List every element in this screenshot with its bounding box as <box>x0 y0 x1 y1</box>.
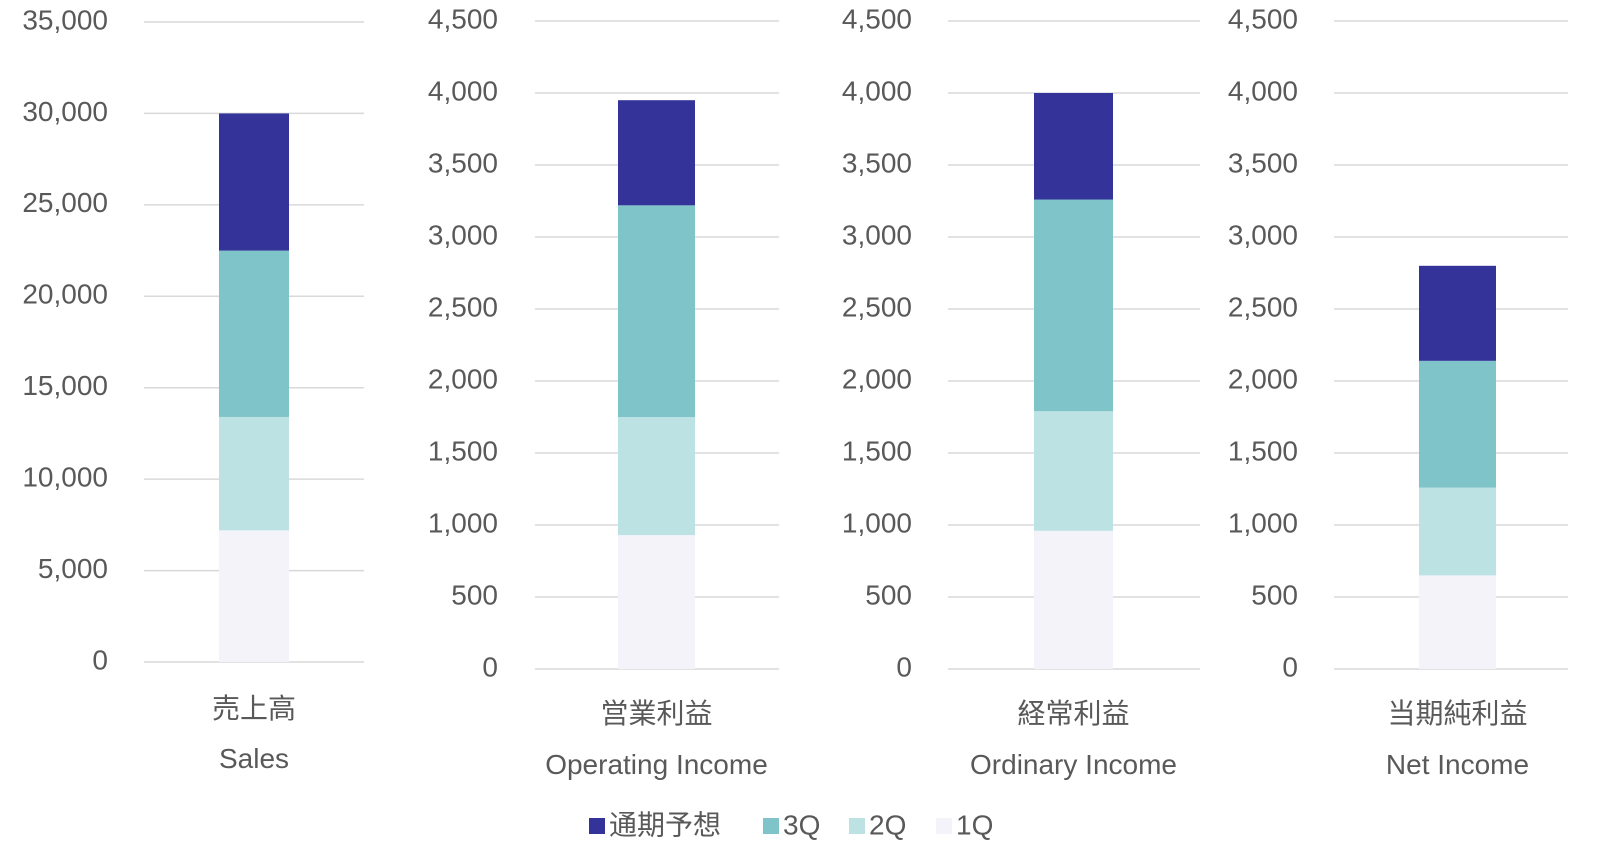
bar-segment <box>1419 575 1496 669</box>
y-tick-label: 0 <box>92 644 108 675</box>
y-tick-label: 3,500 <box>842 147 912 178</box>
y-tick-label: 500 <box>865 579 912 610</box>
bar-segment <box>1419 360 1496 488</box>
y-tick-label: 2,000 <box>428 363 498 394</box>
category-label: 営業利益 Operating Income <box>545 698 768 780</box>
y-tick-label: 4,000 <box>842 75 912 106</box>
category-label: 当期純利益 Net Income <box>1386 698 1529 780</box>
bar-segment <box>1419 487 1496 576</box>
y-tick-label: 1,500 <box>842 435 912 466</box>
y-tick-label: 15,000 <box>22 370 108 401</box>
y-tick-label: 10,000 <box>22 462 108 493</box>
y-tick-label: 4,000 <box>428 75 498 106</box>
y-tick-label: 20,000 <box>22 279 108 310</box>
legend-swatch <box>763 818 779 834</box>
bar-segment <box>219 530 289 662</box>
bar-segment <box>1034 93 1113 200</box>
y-tick-label: 0 <box>1282 651 1298 682</box>
bar-segment <box>618 100 695 206</box>
legend-label: 2Q <box>869 809 906 840</box>
y-tick-label: 30,000 <box>22 96 108 127</box>
y-tick-label: 4,500 <box>842 3 912 34</box>
y-tick-label: 2,000 <box>1228 363 1298 394</box>
y-tick-label: 4,500 <box>428 3 498 34</box>
bar-segment <box>219 250 289 417</box>
y-tick-label: 35,000 <box>22 4 108 35</box>
y-tick-label: 2,500 <box>428 291 498 322</box>
legend-swatch <box>849 818 865 834</box>
y-tick-label: 0 <box>896 651 912 682</box>
legend-swatch <box>589 818 605 834</box>
y-tick-label: 1,500 <box>1228 435 1298 466</box>
bar-segment <box>1034 530 1113 669</box>
y-tick-label: 2,000 <box>842 363 912 394</box>
y-tick-label: 2,500 <box>1228 291 1298 322</box>
bar-segment <box>618 417 695 536</box>
bar-segment <box>219 113 289 251</box>
category-label: 売上高 Sales <box>212 693 296 774</box>
y-tick-label: 3,500 <box>428 147 498 178</box>
legend-label: 1Q <box>956 809 993 840</box>
bar-segment <box>1034 199 1113 412</box>
bar-segment <box>1419 265 1496 361</box>
y-tick-label: 3,500 <box>1228 147 1298 178</box>
y-tick-label: 4,500 <box>1228 3 1298 34</box>
y-tick-label: 3,000 <box>842 219 912 250</box>
legend-label: 3Q <box>783 809 820 840</box>
y-tick-label: 4,000 <box>1228 75 1298 106</box>
category-label: 経常利益 Ordinary Income <box>970 698 1177 780</box>
bar-segment <box>219 416 289 531</box>
y-tick-label: 25,000 <box>22 187 108 218</box>
y-tick-label: 1,000 <box>428 507 498 538</box>
legend-swatch <box>936 818 952 834</box>
y-tick-label: 0 <box>482 651 498 682</box>
y-tick-label: 1,000 <box>1228 507 1298 538</box>
y-tick-label: 3,000 <box>428 219 498 250</box>
y-tick-label: 500 <box>1251 579 1298 610</box>
bar-segment <box>618 205 695 417</box>
legend-label: 通期予想 <box>609 809 721 840</box>
y-tick-label: 3,000 <box>1228 219 1298 250</box>
y-tick-label: 1,500 <box>428 435 498 466</box>
y-tick-label: 5,000 <box>38 553 108 584</box>
y-tick-label: 500 <box>451 579 498 610</box>
y-tick-label: 2,500 <box>842 291 912 322</box>
bar-segment <box>1034 411 1113 531</box>
bar-segment <box>618 535 695 669</box>
y-tick-label: 1,000 <box>842 507 912 538</box>
